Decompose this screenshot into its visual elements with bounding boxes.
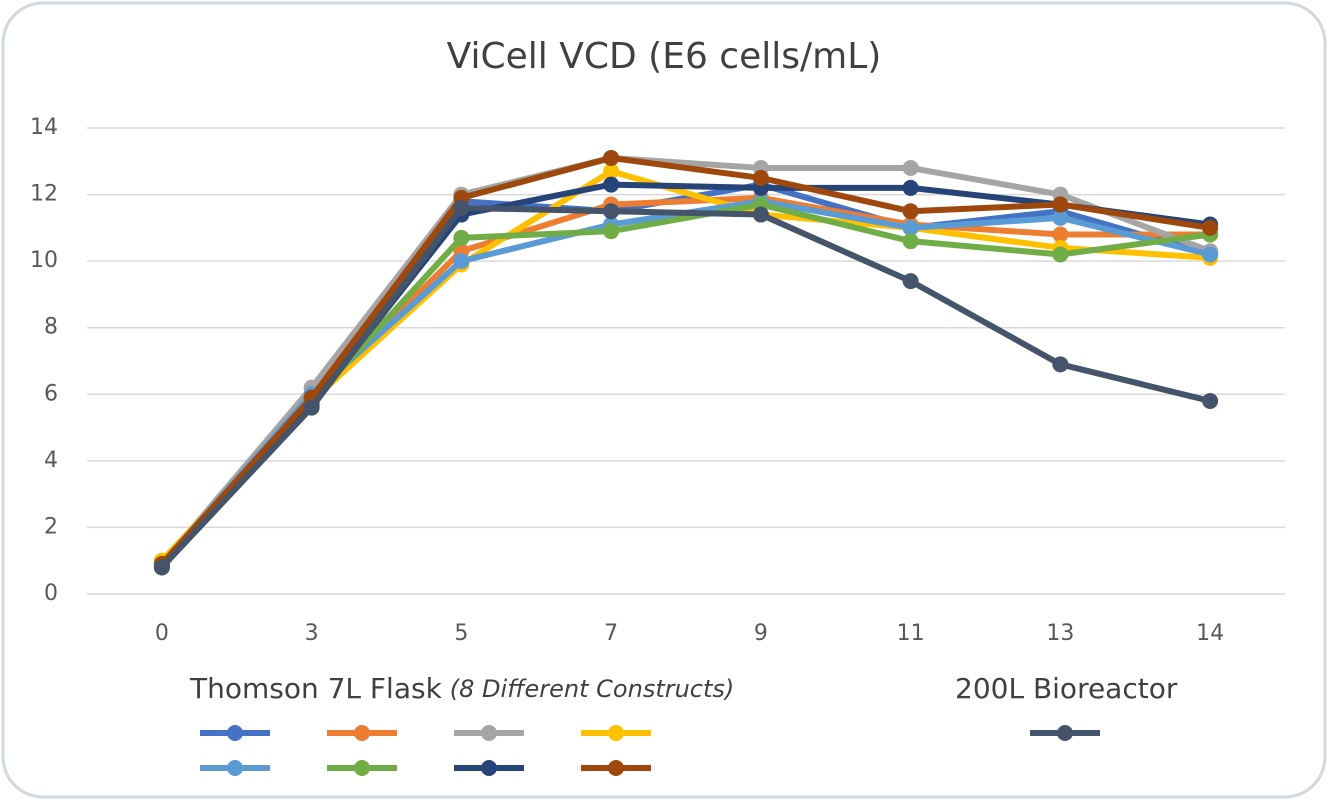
- data-point: [453, 199, 470, 216]
- y-tick-label: 10: [30, 248, 58, 273]
- legend-marker: [200, 725, 270, 741]
- legend-group-subtitle: (8 Different Constructs): [450, 675, 735, 703]
- data-point: [603, 223, 620, 240]
- data-point: [1052, 246, 1069, 263]
- legend-marker: [327, 725, 397, 741]
- legend-marker: [200, 760, 270, 776]
- legend-group-title: 200L Bioreactor: [955, 672, 1178, 705]
- y-tick-label: 8: [44, 315, 58, 340]
- data-point: [902, 219, 919, 236]
- data-point: [752, 169, 769, 186]
- x-tick-label: 0: [155, 621, 169, 646]
- data-point: [902, 203, 919, 220]
- x-tick-label: 7: [604, 621, 618, 646]
- data-point: [603, 149, 620, 166]
- legend-marker: [581, 725, 651, 741]
- data-point: [603, 176, 620, 193]
- data-point: [1052, 209, 1069, 226]
- data-point: [1202, 246, 1219, 263]
- x-tick-label: 11: [897, 621, 925, 646]
- data-point: [902, 159, 919, 176]
- y-tick-label: 2: [44, 514, 58, 539]
- x-tick-label: 13: [1046, 621, 1074, 646]
- data-point: [453, 253, 470, 270]
- x-tick-label: 9: [754, 621, 768, 646]
- data-point: [153, 559, 170, 576]
- data-point: [603, 163, 620, 180]
- legend-swatch: [354, 725, 370, 741]
- legend-swatch: [608, 760, 624, 776]
- data-point: [902, 273, 919, 290]
- legend-marker: [454, 725, 524, 741]
- legend-group-name: Thomson 7L Flask: [189, 672, 443, 705]
- legend-swatch: [481, 760, 497, 776]
- x-tick-label: 5: [454, 621, 468, 646]
- y-tick-label: 14: [30, 115, 58, 140]
- x-tick-label: 3: [305, 621, 319, 646]
- legend-marker: [1030, 725, 1100, 741]
- legend-marker: [327, 760, 397, 776]
- legend-marker: [454, 760, 524, 776]
- y-tick-label: 4: [44, 448, 58, 473]
- data-point: [1202, 392, 1219, 409]
- series-line: [159, 154, 1211, 567]
- y-tick-label: 12: [30, 182, 58, 207]
- data-point: [303, 399, 320, 416]
- x-tick-label: 14: [1196, 621, 1224, 646]
- y-tick-label: 0: [44, 581, 58, 606]
- y-tick-label: 6: [44, 381, 58, 406]
- legend-swatch: [481, 725, 497, 741]
- data-point: [1052, 226, 1069, 243]
- legend-marker: [581, 760, 651, 776]
- legend-swatch: [354, 760, 370, 776]
- chart-title: ViCell VCD (E6 cells/mL): [447, 36, 882, 77]
- legend-swatch: [608, 725, 624, 741]
- data-point: [902, 179, 919, 196]
- data-point: [902, 233, 919, 250]
- legend-swatch: [227, 760, 243, 776]
- data-point: [752, 206, 769, 223]
- series-line: [159, 154, 1212, 566]
- data-point: [453, 229, 470, 246]
- data-point: [1052, 356, 1069, 373]
- legend-swatch: [1057, 725, 1073, 741]
- data-point: [1052, 196, 1069, 213]
- series-line: [159, 204, 1211, 570]
- legend-swatch: [227, 725, 243, 741]
- legend-group-title: Thomson 7L Flask (8 Different Constructs): [189, 672, 734, 705]
- data-point: [603, 203, 620, 220]
- data-point: [1202, 219, 1219, 236]
